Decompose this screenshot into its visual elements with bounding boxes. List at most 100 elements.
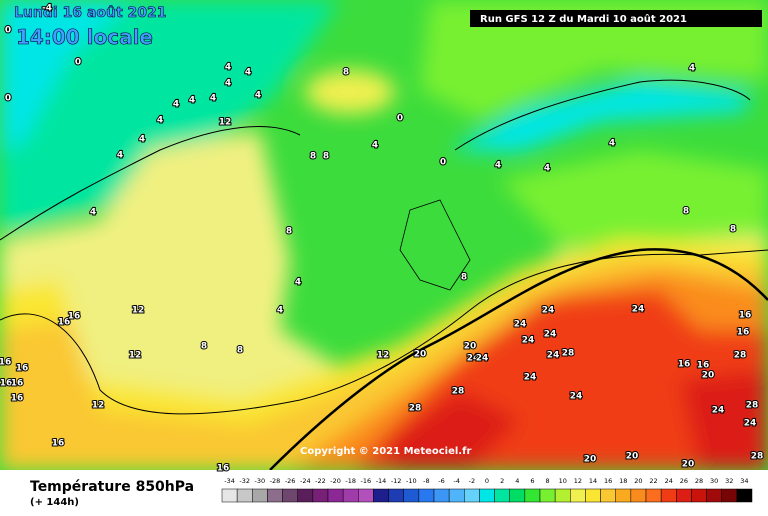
contour-label: 4 [189,96,195,106]
legend-swatch [403,488,420,503]
contour-label: 16 [0,358,11,368]
legend-swatch [342,488,359,503]
legend-tick-label: -4 [453,477,459,485]
legend-swatch [509,488,526,503]
contour-label: 28 [751,452,764,462]
contour-label: 16 [16,364,29,374]
contour-label: 4 [689,64,695,74]
contour-label: 24 [712,406,725,416]
legend-tick-label: -34 [224,477,235,485]
legend-tick-label: 18 [619,477,627,485]
legend-tick-label: 14 [589,477,597,485]
legend-tick-label: 34 [740,477,748,485]
legend-swatch [448,488,465,503]
contour-label: 16 [739,311,752,321]
contour-label: 8 [683,207,689,217]
contour-label: 28 [452,387,465,397]
contour-label: 16 [11,379,24,389]
legend-tick-label: 16 [604,477,612,485]
legend-swatch [221,488,238,503]
contour-label: 4 [609,139,615,149]
legend-tick-label: -26 [285,477,296,485]
legend-tick-label: -22 [315,477,326,485]
legend-tick-label: 6 [530,477,534,485]
contour-label: 28 [409,404,422,414]
contour-label: 0 [5,26,11,36]
legend-swatch [706,488,722,503]
legend-swatch [418,488,435,503]
legend-tick-label: -14 [376,477,387,485]
contour-label: 8 [343,68,349,78]
legend-tick-label: -28 [270,477,281,485]
contour-label: 12 [377,351,390,361]
contour-label: 24 [467,354,480,364]
contour-label: 8 [730,225,736,235]
temperature-field [0,0,768,470]
isotherm [269,248,768,470]
legend-tick-label: -12 [391,477,402,485]
contour-label: 16 [0,379,12,389]
contour-label: 4 [90,208,96,218]
contour-label: 4 [277,306,283,316]
contour-label: 16 [68,312,81,322]
contour-label: 20 [414,350,427,360]
contour-label: 24 [744,419,757,429]
run-label: Run GFS 12 Z du Mardi 10 août 2021 [480,13,687,25]
contour-label: 0 [75,58,81,68]
contour-label: 4 [117,151,123,161]
contour-label: 16 [58,318,71,328]
legend-swatch [358,488,374,503]
legend-tick-label: 10 [559,477,567,485]
legend-tick-label: -6 [438,477,444,485]
coastline [454,79,751,151]
legend-swatch [236,488,253,503]
contour-label: 24 [570,392,583,402]
legend-swatch [585,488,601,503]
legend-swatch [615,488,632,503]
legend-tick-label: 2 [500,477,504,485]
legend-tick-label: 26 [680,477,688,485]
legend-swatch [282,488,298,503]
contour-label: 8 [323,152,329,162]
contour-label: 4 [245,68,251,78]
legend-tick-label: -32 [239,477,250,485]
legend-swatch [373,488,389,503]
contour-label: 8 [461,273,467,283]
legend-swatch [297,488,314,503]
legend-swatch [736,488,753,503]
contour-label: 8 [237,346,243,356]
contour-label: 0 [397,114,403,124]
contour-label: 16 [217,464,230,474]
legend-swatch [570,488,586,503]
legend-swatch [691,488,707,503]
contour-label: 16 [678,360,691,370]
contour-label: 4 [210,94,216,104]
contour-label: 4 [295,278,301,288]
legend-swatch [645,488,662,503]
contour-label: 16 [11,394,24,404]
contour-label: 16 [697,361,710,371]
footer-title: Température 850hPa [30,479,194,495]
contour-label: -4 [42,4,52,14]
legend-tick-label: 12 [574,477,582,485]
contour-label: 28 [746,401,759,411]
legend-swatch [312,488,329,503]
legend-tick-label: -16 [361,477,372,485]
contour-label: 20 [626,452,639,462]
legend-tick-label: 32 [725,477,733,485]
contour-label: 20 [682,460,695,470]
coastline [399,199,471,291]
legend-swatch [433,488,450,503]
legend-swatch [388,488,404,503]
legend-swatch [554,488,571,503]
contour-label: 20 [464,342,477,352]
isotherm [0,249,768,415]
contour-label: 4 [173,100,179,110]
legend-tick-label: 20 [634,477,642,485]
contour-label: 12 [219,118,232,128]
legend-tick-label: -8 [423,477,429,485]
contour-label: 16 [52,439,65,449]
legend-swatch [600,488,616,503]
legend-swatch [524,488,541,503]
